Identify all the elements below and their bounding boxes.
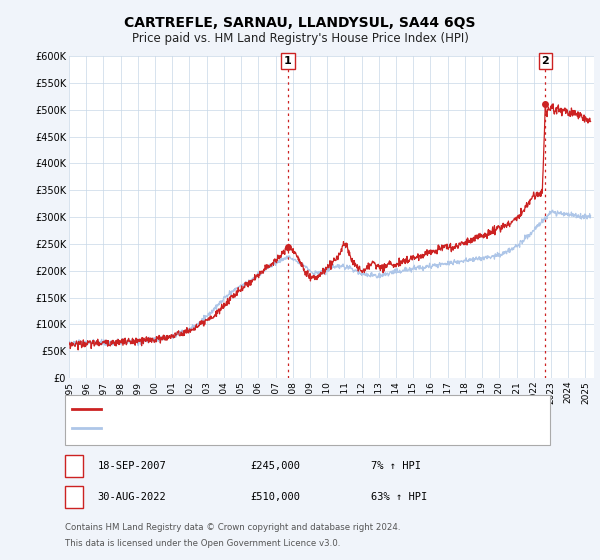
Text: CARTREFLE, SARNAU, LLANDYSUL, SA44 6QS: CARTREFLE, SARNAU, LLANDYSUL, SA44 6QS <box>124 16 476 30</box>
Text: CARTREFLE, SARNAU, LLANDYSUL, SA44 6QS (detached house): CARTREFLE, SARNAU, LLANDYSUL, SA44 6QS (… <box>107 404 422 414</box>
Text: 7% ↑ HPI: 7% ↑ HPI <box>371 461 421 471</box>
Text: HPI: Average price, detached house, Ceredigion: HPI: Average price, detached house, Cere… <box>107 423 345 432</box>
Text: Price paid vs. HM Land Registry's House Price Index (HPI): Price paid vs. HM Land Registry's House … <box>131 32 469 45</box>
Text: £510,000: £510,000 <box>251 492 301 502</box>
Text: 63% ↑ HPI: 63% ↑ HPI <box>371 492 427 502</box>
Text: 30-AUG-2022: 30-AUG-2022 <box>98 492 167 502</box>
Text: 2: 2 <box>541 56 549 66</box>
Text: £245,000: £245,000 <box>251 461 301 471</box>
Text: Contains HM Land Registry data © Crown copyright and database right 2024.: Contains HM Land Registry data © Crown c… <box>65 523 400 532</box>
Text: 2: 2 <box>70 492 77 502</box>
Text: 18-SEP-2007: 18-SEP-2007 <box>98 461 167 471</box>
Text: This data is licensed under the Open Government Licence v3.0.: This data is licensed under the Open Gov… <box>65 539 340 548</box>
Text: 1: 1 <box>70 461 77 471</box>
Text: 1: 1 <box>284 56 292 66</box>
